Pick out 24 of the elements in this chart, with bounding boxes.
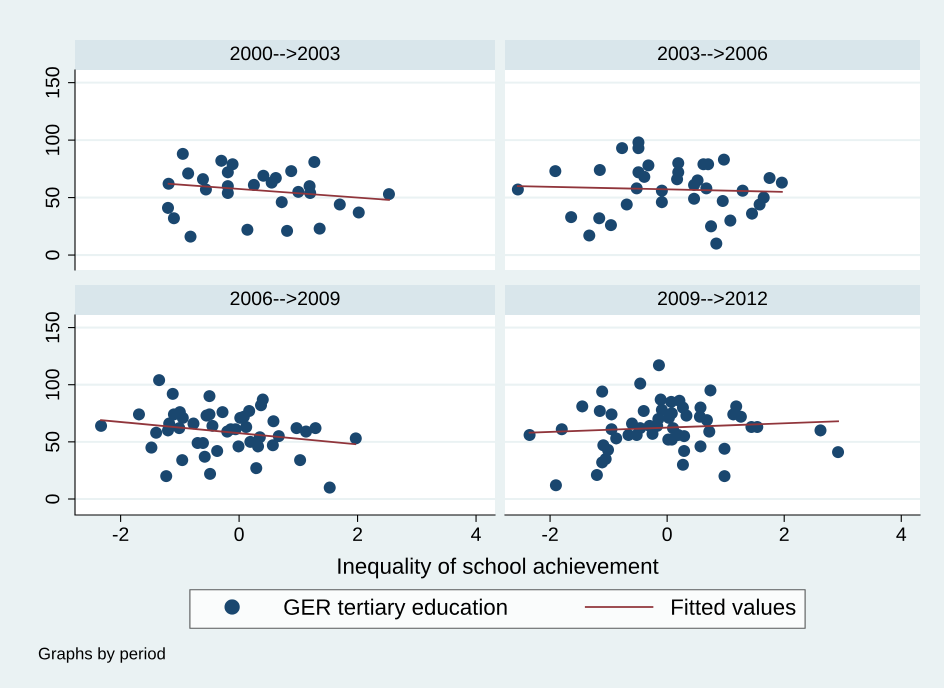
x-tick-label: -2: [542, 527, 558, 541]
x-axis-title: Inequality of school achievement: [338, 558, 659, 578]
y-tick-label: 100: [46, 369, 60, 400]
y-tick-label: 50: [46, 188, 60, 208]
chart-title: 2003-->2006: [658, 46, 768, 60]
x-tick-label: 0: [662, 527, 672, 542]
chart-title: 2000-->2003: [230, 46, 340, 60]
legend-label: GER tertiary education: [284, 598, 507, 620]
y-tick-label: 150: [46, 312, 60, 342]
y-tick-label: 150: [46, 67, 60, 98]
y-tick-label: 50: [46, 432, 60, 452]
legend-label: Fitted values: [672, 598, 796, 615]
x-tick-label: 4: [896, 528, 906, 541]
chart-title: 2006-->2009: [230, 291, 340, 306]
x-tick-label: 2: [780, 527, 789, 541]
x-tick-label: 0: [234, 527, 244, 542]
y-tick-label: 0: [46, 494, 60, 504]
text: Graphs by period: [38, 647, 165, 663]
chart-title: 2009-->2012: [658, 291, 767, 306]
y-tick-label: 100: [46, 124, 60, 155]
y-tick-label: 0: [46, 250, 60, 260]
x-tick-label: 2: [353, 527, 362, 541]
x-tick-label: 4: [471, 528, 481, 541]
x-tick-label: -2: [112, 527, 128, 541]
